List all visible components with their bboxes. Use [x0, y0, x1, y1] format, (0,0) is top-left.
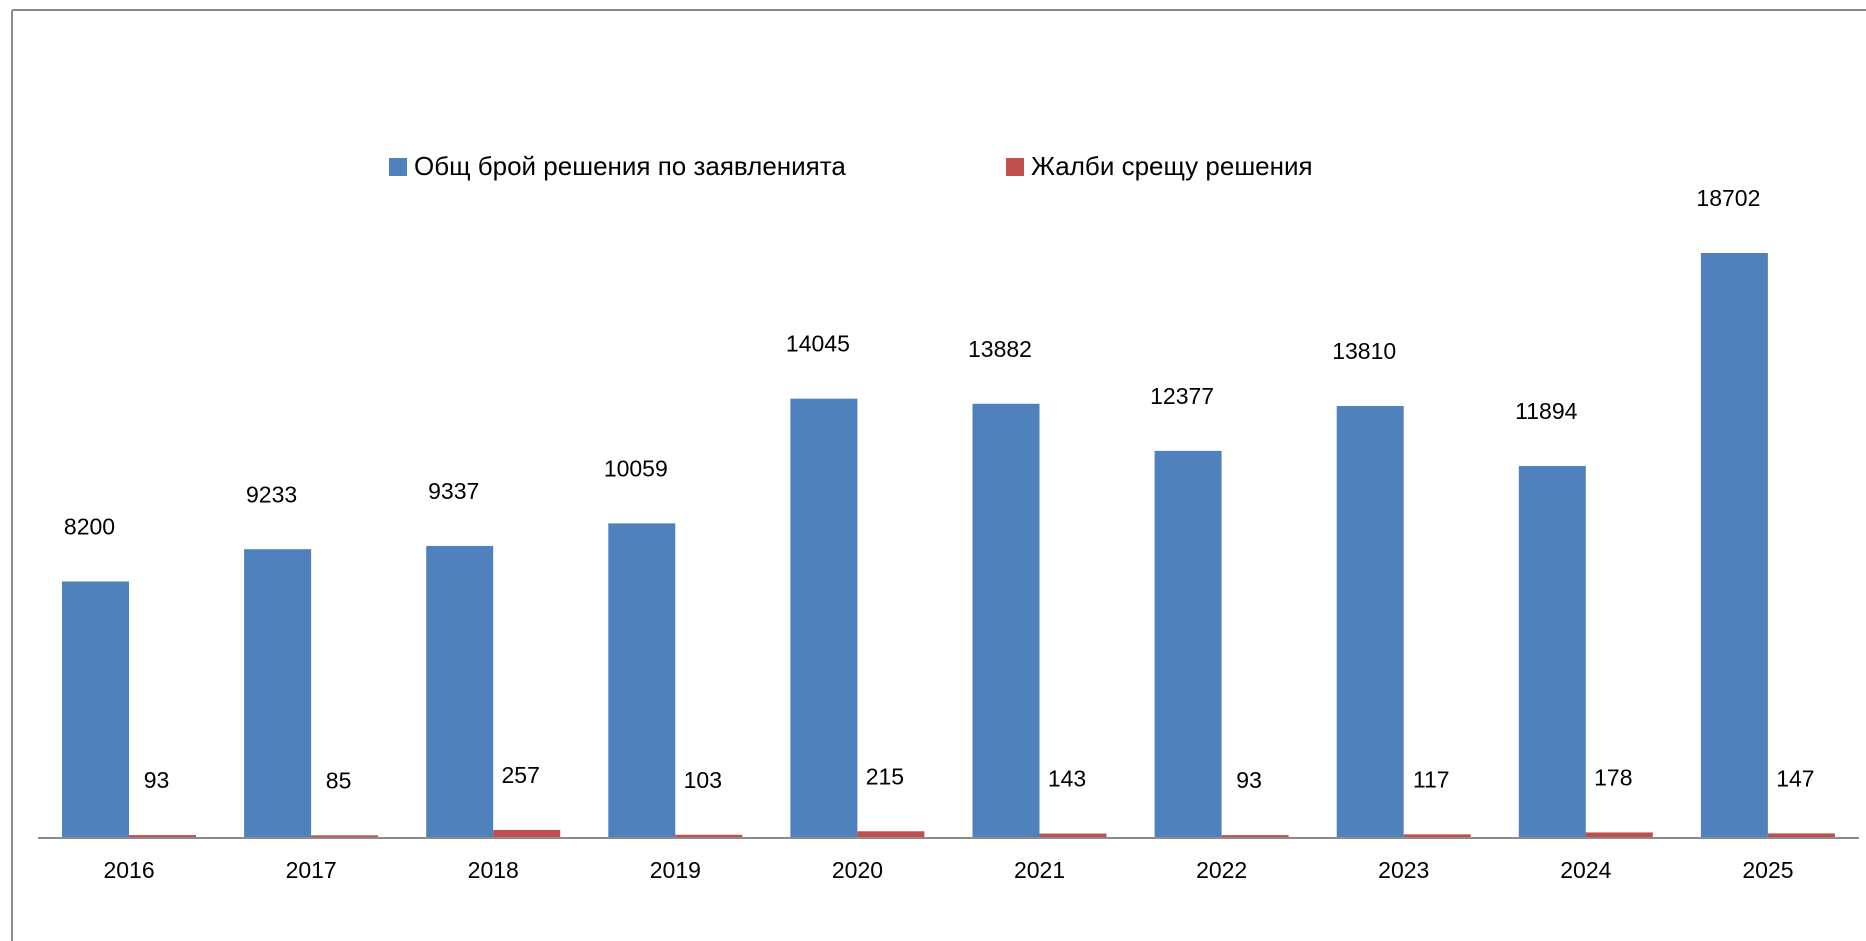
x-tick-label: 2020	[832, 857, 883, 883]
legend-swatch	[1006, 158, 1024, 176]
data-label: 13882	[968, 336, 1032, 362]
data-label: 10059	[604, 455, 668, 481]
bar	[62, 581, 129, 838]
bar	[972, 403, 1040, 838]
legend-label: Жалби срещу решения	[1031, 151, 1313, 181]
bar	[608, 523, 676, 838]
x-tick-label: 2019	[650, 857, 701, 883]
x-tick-label: 2024	[1560, 857, 1611, 883]
x-tick-label: 2016	[103, 857, 154, 883]
data-label: 9233	[246, 481, 297, 507]
bar	[1518, 465, 1586, 838]
data-label: 85	[326, 767, 352, 793]
bar	[244, 549, 312, 838]
data-label: 178	[1594, 765, 1632, 791]
x-tick-label: 2022	[1196, 857, 1247, 883]
bar	[129, 835, 196, 838]
data-label: 12377	[1150, 383, 1214, 409]
data-label: 8200	[64, 514, 115, 540]
bar	[1336, 406, 1404, 838]
data-label: 93	[144, 767, 170, 793]
bar	[1700, 253, 1768, 838]
x-tick-label: 2023	[1378, 857, 1429, 883]
data-label: 13810	[1332, 338, 1396, 364]
x-tick-label: 2018	[468, 857, 519, 883]
bar	[1767, 833, 1835, 838]
data-label: 11894	[1515, 398, 1577, 424]
bar	[1585, 832, 1653, 838]
data-label: 9337	[428, 478, 479, 504]
bar	[1221, 835, 1289, 838]
bar	[426, 545, 494, 838]
data-label: 18702	[1696, 185, 1760, 211]
bar	[675, 834, 743, 838]
data-label: 147	[1776, 765, 1814, 791]
x-tick-label: 2025	[1742, 857, 1793, 883]
bar	[311, 835, 379, 838]
data-label: 93	[1236, 767, 1262, 793]
data-label: 143	[1048, 766, 1086, 792]
data-label: 14045	[786, 331, 850, 357]
legend-label: Общ брой решения по заявленията	[414, 151, 846, 181]
data-label: 257	[502, 762, 540, 788]
legend-swatch	[389, 158, 407, 176]
data-label: 117	[1413, 766, 1450, 792]
bar	[1154, 450, 1222, 838]
bar	[1039, 833, 1107, 838]
x-tick-label: 2017	[286, 857, 337, 883]
bar	[1403, 834, 1471, 838]
bar	[857, 831, 925, 838]
data-label: 103	[684, 767, 722, 793]
bar	[493, 829, 561, 838]
x-tick-label: 2021	[1014, 857, 1065, 883]
bar	[790, 398, 858, 838]
data-label: 215	[866, 763, 904, 789]
